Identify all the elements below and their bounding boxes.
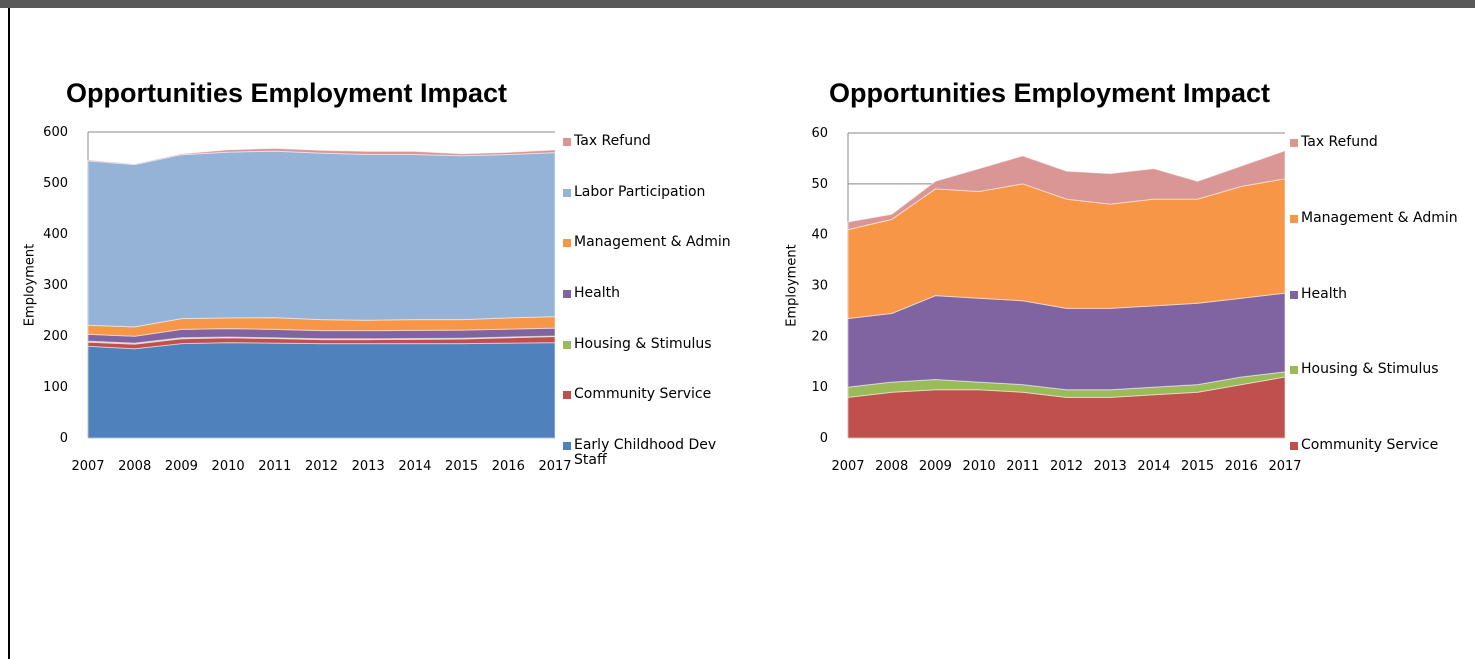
legend-item: Community Service [563,387,738,402]
legend-swatch [1290,214,1298,223]
legend-swatch [563,442,571,450]
x-tick-label: 2015 [1181,459,1214,474]
x-tick-label: 2010 [212,459,245,474]
y-tick-label: 60 [811,126,828,141]
legend-label: Community Service [574,386,712,403]
legend-swatch [1290,290,1298,299]
x-tick-label: 2015 [445,459,478,474]
y-tick-label: 50 [811,177,828,192]
legend-item: Tax Refund [563,134,738,149]
legend-label: Management & Admin [1301,209,1458,226]
legend-swatch [563,188,571,197]
x-tick-label: 2012 [305,459,338,474]
legend-label: Management & Admin [574,234,731,251]
y-tick-label: 500 [43,176,68,191]
legend-label: Early Childhood Dev Staff [574,437,717,468]
y-tick-label: 0 [820,431,828,446]
area [87,147,556,166]
y-tick-label: 400 [43,227,68,242]
x-tick-label: 2008 [118,459,151,474]
x-tick-label: 2017 [1268,459,1301,474]
x-tick-label: 2007 [831,459,864,474]
legend-item: Housing & Stimulus [563,335,738,352]
area [87,342,556,439]
legend-label: Community Service [1301,437,1439,453]
legend-item: Labor Participation [563,183,738,200]
y-tick-label: 600 [43,125,68,140]
legend-item: Community Service [1290,438,1465,453]
chart-title: Opportunities Employment Impact [829,78,1270,108]
legend-swatch [563,138,571,146]
legend-label: Housing & Stimulus [574,335,712,352]
legend-label: Tax Refund [1301,134,1378,150]
legend-item: Early Childhood Dev Staff [563,438,738,468]
y-axis-label: Employment [785,244,800,326]
y-tick-label: 40 [811,228,828,243]
x-tick-label: 2010 [963,459,996,474]
x-tick-label: 2012 [1050,459,1083,474]
y-tick-label: 30 [811,279,828,294]
chart-title: Opportunities Employment Impact [66,78,507,108]
legend-label: Health [574,285,620,301]
legend-swatch [1290,442,1298,450]
legend-item: Management & Admin [1290,209,1465,226]
legend-swatch [563,239,571,248]
x-tick-label: 2013 [352,459,385,474]
area [87,150,556,328]
legend-item: Housing & Stimulus [1290,362,1465,377]
y-tick-label: 10 [811,380,828,395]
y-tick-label: 0 [60,431,68,446]
x-tick-label: 2013 [1094,459,1127,474]
y-tick-label: 200 [43,329,68,344]
x-tick-label: 2014 [398,459,431,474]
y-axis-label: Employment [23,244,38,326]
x-tick-label: 2011 [258,459,291,474]
legend-swatch [563,391,571,400]
x-tick-label: 2007 [71,459,104,474]
x-tick-label: 2009 [919,459,952,474]
legend-item: Management & Admin [563,235,738,250]
legend-swatch [1290,139,1298,147]
top-bar [0,0,1475,8]
legend-label: Tax Refund [574,133,651,149]
y-tick-label: 100 [43,380,68,395]
legend-item: Health [563,286,738,301]
x-tick-label: 2017 [538,459,571,474]
legend-label: Labor Participation [574,183,706,200]
area [847,150,1286,231]
x-tick-label: 2011 [1006,459,1039,474]
legend-item: Tax Refund [1290,135,1465,150]
x-tick-label: 2008 [875,459,908,474]
x-tick-label: 2014 [1137,459,1170,474]
legend-item: Health [1290,285,1465,302]
x-tick-label: 2016 [1225,459,1258,474]
x-tick-label: 2016 [492,459,525,474]
legend-label: Health [1301,285,1347,302]
y-tick-label: 20 [811,329,828,344]
legend-swatch [563,340,571,349]
y-tick-label: 300 [43,278,68,293]
legend-label: Housing & Stimulus [1301,361,1439,378]
legend-swatch [563,290,571,298]
x-tick-label: 2009 [165,459,198,474]
legend-swatch [1290,366,1298,375]
